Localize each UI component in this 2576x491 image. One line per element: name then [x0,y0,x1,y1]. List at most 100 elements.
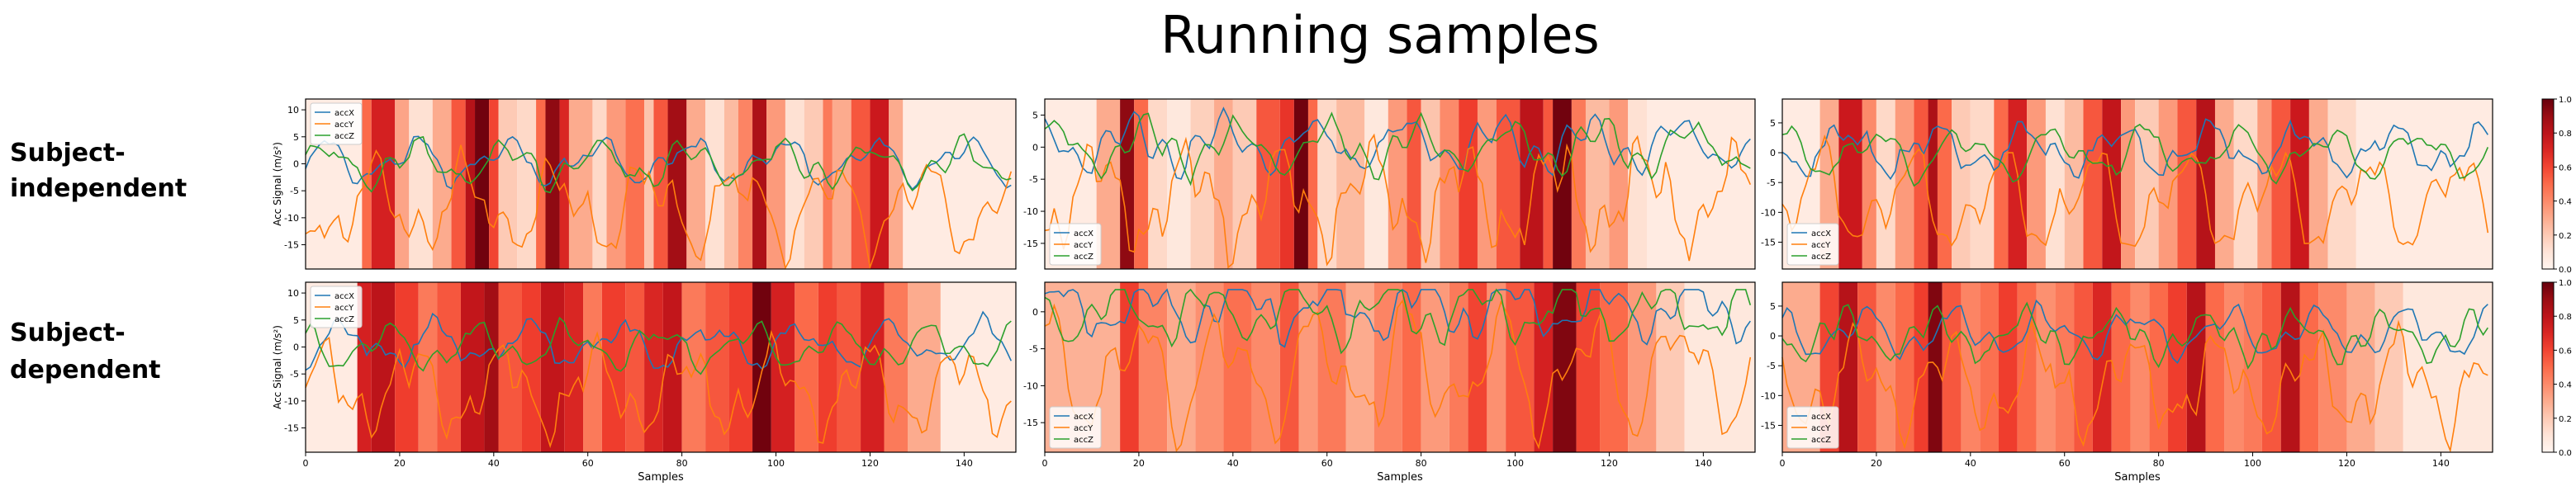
x-tick-label: 80 [1416,458,1427,469]
colorbar-tick-label: 0.2 [2559,415,2572,424]
y-tick-label: 0 [293,158,299,169]
attention-band [1120,282,1139,452]
x-tick-label: 120 [1601,458,1618,469]
x-tick-label: 140 [956,458,973,469]
y-tick-label: -15 [1023,418,1038,428]
attention-band [752,282,771,452]
x-tick-label: 80 [676,458,688,469]
attention-band [484,282,499,452]
series-line-accX [1781,118,2488,181]
attention-band [1421,99,1440,269]
legend: accX accY accZ [1049,223,1102,266]
attention-band [2318,282,2347,452]
attention-band [1477,99,1497,269]
colorbar-tick-label: 1.0 [2559,96,2572,105]
x-tick-label: 140 [1695,458,1712,469]
attention-band [2158,99,2178,269]
y-tick-label: 0 [1770,331,1776,342]
attention-band [1520,99,1544,269]
attention-band [1345,282,1374,452]
y-tick-label: -5 [1767,177,1776,188]
legend: accX accY accZ [1786,406,1839,449]
x-axis-label: Samples [1377,471,1423,484]
series-line-accZ [1781,301,2488,370]
attention-band [2233,99,2258,269]
row-label-line: dependent [10,356,161,385]
chart-panel-r0-c2: 5 0 -5 -10 -15 accX accY accZ [1761,98,2493,270]
attention-band [583,282,602,452]
series-line-accZ [1044,288,1752,355]
attention-band [1928,99,1938,269]
legend-label-accY: accY [334,120,354,130]
attention-band [1496,99,1520,269]
attention-band [498,99,518,269]
attention-band [686,99,706,269]
x-axis-label: Samples [2114,471,2161,484]
legend-box [310,286,363,328]
colorbar: 1.0 0.8 0.6 0.4 0.2 0.0 [2541,279,2572,458]
legend: accX accY accZ [310,286,363,328]
x-tick-label: 20 [394,458,406,469]
attention-band [1293,99,1308,269]
attention-band [2121,99,2136,269]
attention-band [908,282,941,452]
attention-band [1838,99,1862,269]
chart-panel-r1-c0: 10 5 0 -5 -10 -15 0 20 40 60 80 100 120 140 Acc Signal… [272,281,1017,484]
attention-band [870,99,890,269]
x-tick-label: 20 [1133,458,1145,469]
x-tick-label: 60 [582,458,594,469]
legend-label-accY: accY [1074,241,1093,250]
attention-band [517,99,537,269]
attention-band [705,99,724,269]
attention-band [2177,99,2197,269]
attention-band [1553,282,1577,452]
colorbar-tick-label: 0.8 [2559,313,2572,322]
legend-label-accX: accX [1074,413,1093,422]
attention-band [1214,99,1233,269]
attention-band [2036,282,2056,452]
attention-band [738,99,753,269]
y-tick-label: -10 [1023,380,1038,391]
attention-band [1656,282,1685,452]
attention-band [1148,99,1168,269]
attention-band [723,99,738,269]
row-label-line: Subject- [10,139,126,168]
x-tick-label: 40 [1227,458,1239,469]
colorbar-tick-label: 0.8 [2559,130,2572,139]
attention-band [1487,282,1506,452]
attention-band [2074,282,2093,452]
y-tick-label: 0 [1032,307,1038,318]
attention-band [1684,282,1755,452]
y-tick-label: -5 [290,186,299,196]
attention-band [1120,99,1135,269]
axes-frame [1781,98,2493,270]
attention-band [1994,99,2009,269]
attention-band [451,99,466,269]
row-label-subject-dependent: Subject- dependent [10,319,161,385]
attention-band [2055,282,2075,452]
x-tick-label: 40 [1965,458,1976,469]
legend-label-accY: accY [1074,424,1093,433]
attention-band [2299,282,2319,452]
legend-box [1786,406,1839,449]
legend-label-accZ: accZ [1074,253,1093,262]
attention-band [823,99,833,269]
series-line-accX [305,135,1012,191]
attention-band [785,99,804,269]
attention-band [1468,282,1487,452]
colorbar-tick-label: 1.0 [2559,279,2572,288]
legend-label-accZ: accZ [334,315,354,324]
attention-band [861,282,885,452]
legend-label-accZ: accZ [1811,253,1831,262]
attention-band [625,282,645,452]
attention-band [1647,99,1755,269]
colorbar: 1.0 0.8 0.6 0.4 0.2 0.0 [2541,96,2572,275]
attention-band [2280,282,2300,452]
chart-panel-r0-c1: 5 0 -5 -10 -15 accX accY accZ [1023,98,1756,270]
colorbar-tick-label: 0.0 [2559,266,2572,275]
y-tick-label: -5 [1029,174,1038,185]
row-label-subject-independent: Subject- independent [10,139,187,203]
attention-band [940,282,1016,452]
attention-band [2045,99,2065,269]
